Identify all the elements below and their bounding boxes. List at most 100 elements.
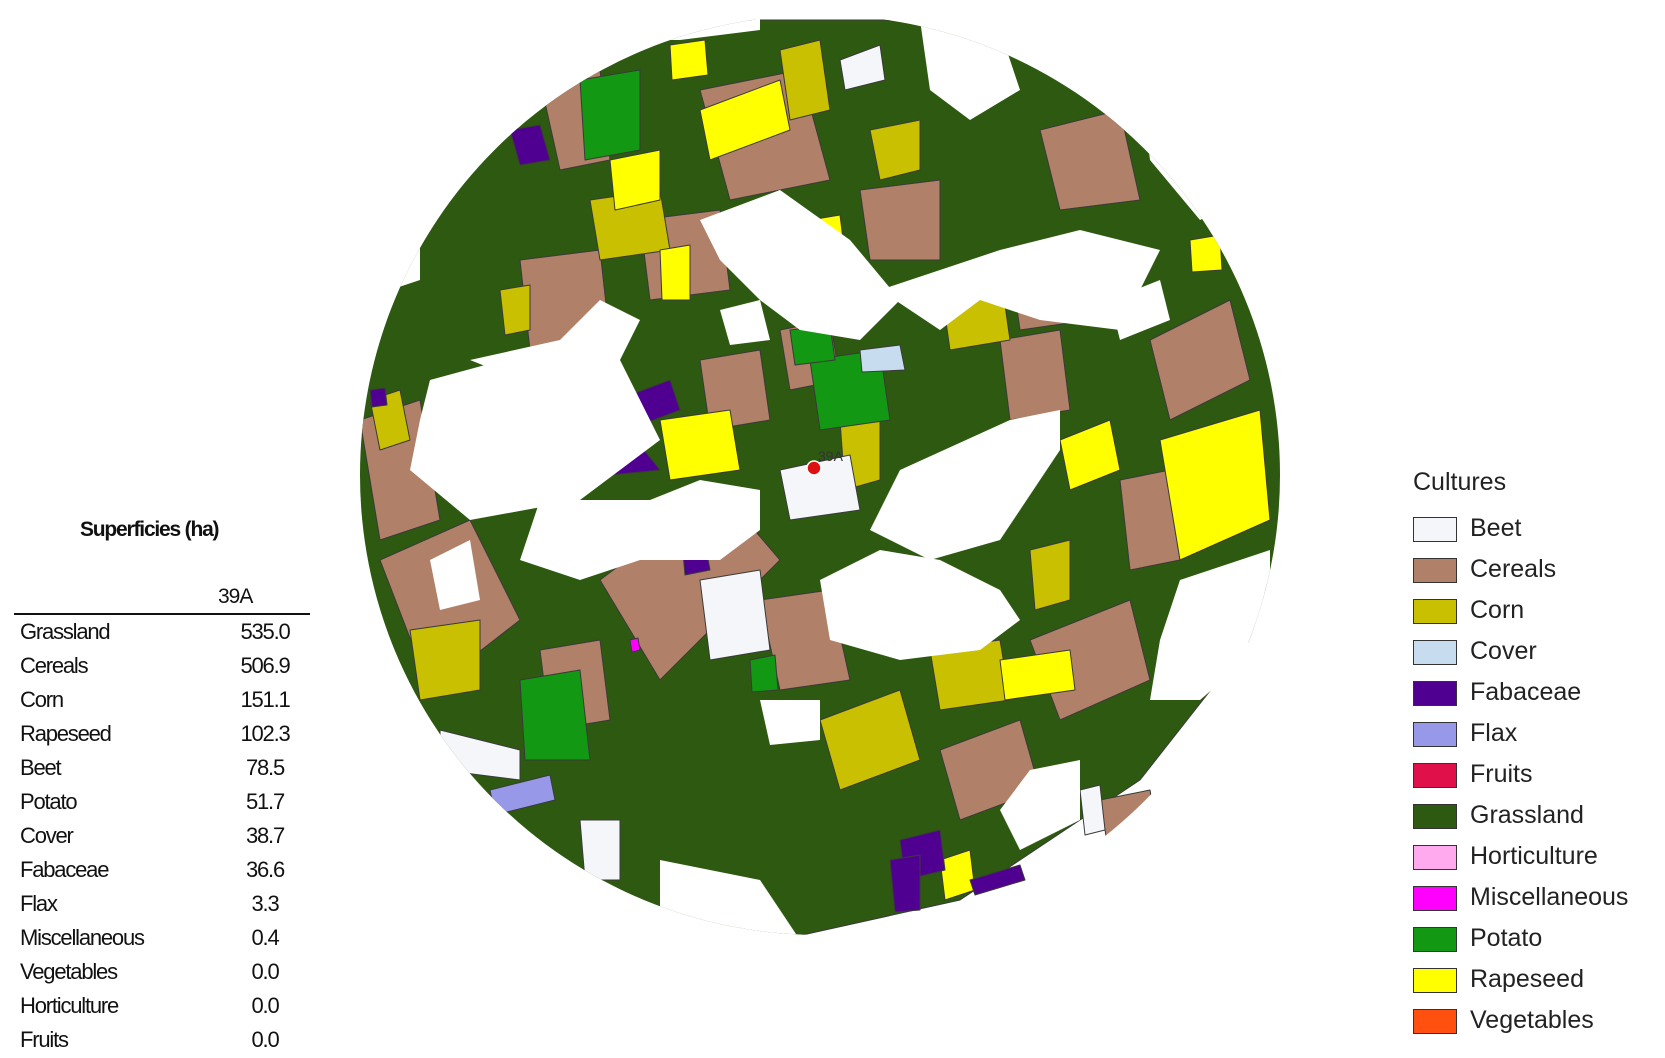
row-value: 3.3 <box>251 891 280 916</box>
legend-swatch <box>1413 927 1457 952</box>
legend-label: Cereals <box>1470 555 1557 583</box>
row-value: 78.5 <box>245 755 285 780</box>
table-row: Flax 3.3 <box>20 888 320 922</box>
parcel <box>1079 784 1106 836</box>
legend-label: Cover <box>1470 637 1537 665</box>
row-value: 0.0 <box>251 959 280 984</box>
parcel <box>1059 419 1121 491</box>
parcel <box>1149 299 1251 421</box>
legend-label: Beet <box>1470 514 1522 542</box>
parcel <box>779 454 861 521</box>
parcel <box>839 44 886 91</box>
row-value: 102.3 <box>240 721 290 746</box>
row-value: 506.9 <box>240 653 290 678</box>
table-row: Beet 78.5 <box>20 752 320 786</box>
legend-label: Potato <box>1470 924 1543 952</box>
parcel <box>659 409 741 481</box>
row-label: Flax <box>20 891 58 916</box>
legend-label: Miscellaneous <box>1470 883 1629 911</box>
row-label: Beet <box>20 755 62 780</box>
row-value: 151.1 <box>240 687 290 712</box>
parcel <box>819 689 921 791</box>
legend-swatch <box>1413 1009 1457 1034</box>
table-row: Corn 151.1 <box>20 684 320 718</box>
table-row: Cereals 506.9 <box>20 650 320 684</box>
legend-swatch <box>1413 599 1457 624</box>
parcel <box>1189 234 1223 273</box>
row-label: Fruits <box>20 1027 69 1052</box>
legend-label: Rapeseed <box>1470 965 1584 993</box>
legend-swatch <box>1413 886 1457 911</box>
legend-label: Vegetables <box>1470 1006 1594 1034</box>
row-label: Fabaceae <box>20 857 109 882</box>
legend-swatch <box>1413 763 1457 788</box>
row-value: 0.4 <box>251 925 280 950</box>
parcel <box>699 569 771 661</box>
row-label: Corn <box>20 687 64 712</box>
parcel <box>519 669 591 761</box>
parcel <box>859 179 941 261</box>
row-value: 0.0 <box>251 993 280 1018</box>
row-value: 36.6 <box>245 857 285 882</box>
table-row: Rapeseed 102.3 <box>20 718 320 752</box>
legend-swatch <box>1413 681 1457 706</box>
table-row: Potato 51.7 <box>20 786 320 820</box>
legend-label: Flax <box>1470 719 1518 747</box>
superficies-table: Grassland 535.0 Cereals 506.9 Corn 151.1 Rapes… <box>20 616 320 1058</box>
table-row: Cover 38.7 <box>20 820 320 854</box>
table-row: Fabaceae 36.6 <box>20 854 320 888</box>
legend-swatch <box>1413 640 1457 665</box>
superficies-column-header: 39A <box>218 585 253 608</box>
legend-label: Fabaceae <box>1470 678 1582 706</box>
legend-label: Corn <box>1470 596 1525 624</box>
parcel <box>1039 109 1141 211</box>
row-value: 51.7 <box>245 789 285 814</box>
row-value: 0.0 <box>251 1027 280 1052</box>
parcel <box>609 149 661 211</box>
row-label: Vegetables <box>20 959 118 984</box>
site-marker <box>806 460 822 476</box>
legend-label: Grassland <box>1470 801 1584 829</box>
table-row: Fruits 0.0 <box>20 1024 320 1058</box>
parcel <box>579 69 641 161</box>
parcel <box>699 79 791 161</box>
row-value: 38.7 <box>245 823 285 848</box>
parcel <box>999 329 1071 421</box>
site-marker-label: 39A <box>818 448 844 464</box>
row-label: Horticulture <box>20 993 119 1018</box>
row-label: Cereals <box>20 653 89 678</box>
table-header-rule <box>14 613 310 615</box>
legend-swatch <box>1413 968 1457 993</box>
row-label: Miscellaneous <box>20 925 145 950</box>
parcel <box>629 637 641 653</box>
parcel <box>889 854 921 913</box>
parcel <box>969 864 1026 896</box>
parcel <box>669 39 709 81</box>
legend-swatch <box>1413 517 1457 542</box>
parcel <box>579 819 621 881</box>
parcel <box>699 349 771 431</box>
parcel <box>779 39 831 121</box>
table-row: Miscellaneous 0.4 <box>20 922 320 956</box>
legend-title: Cultures <box>1413 468 1507 496</box>
row-value: 535.0 <box>240 619 290 644</box>
superficies-table-title: Superficies (ha) <box>80 518 220 541</box>
table-row: Vegetables 0.0 <box>20 956 320 990</box>
parcel <box>1159 409 1271 561</box>
parcel <box>659 244 691 301</box>
legend-swatch <box>1413 804 1457 829</box>
table-row: Grassland 535.0 <box>20 616 320 650</box>
parcel <box>1029 539 1071 611</box>
parcel <box>869 119 921 181</box>
parcel <box>999 649 1076 701</box>
row-label: Potato <box>20 789 78 814</box>
parcel <box>859 344 906 373</box>
parcel <box>749 654 779 693</box>
parcel <box>499 284 531 336</box>
table-row: Horticulture 0.0 <box>20 990 320 1024</box>
legend-swatch <box>1413 845 1457 870</box>
row-label: Grassland <box>20 619 111 644</box>
legend-swatch <box>1413 722 1457 747</box>
parcel <box>509 124 551 166</box>
